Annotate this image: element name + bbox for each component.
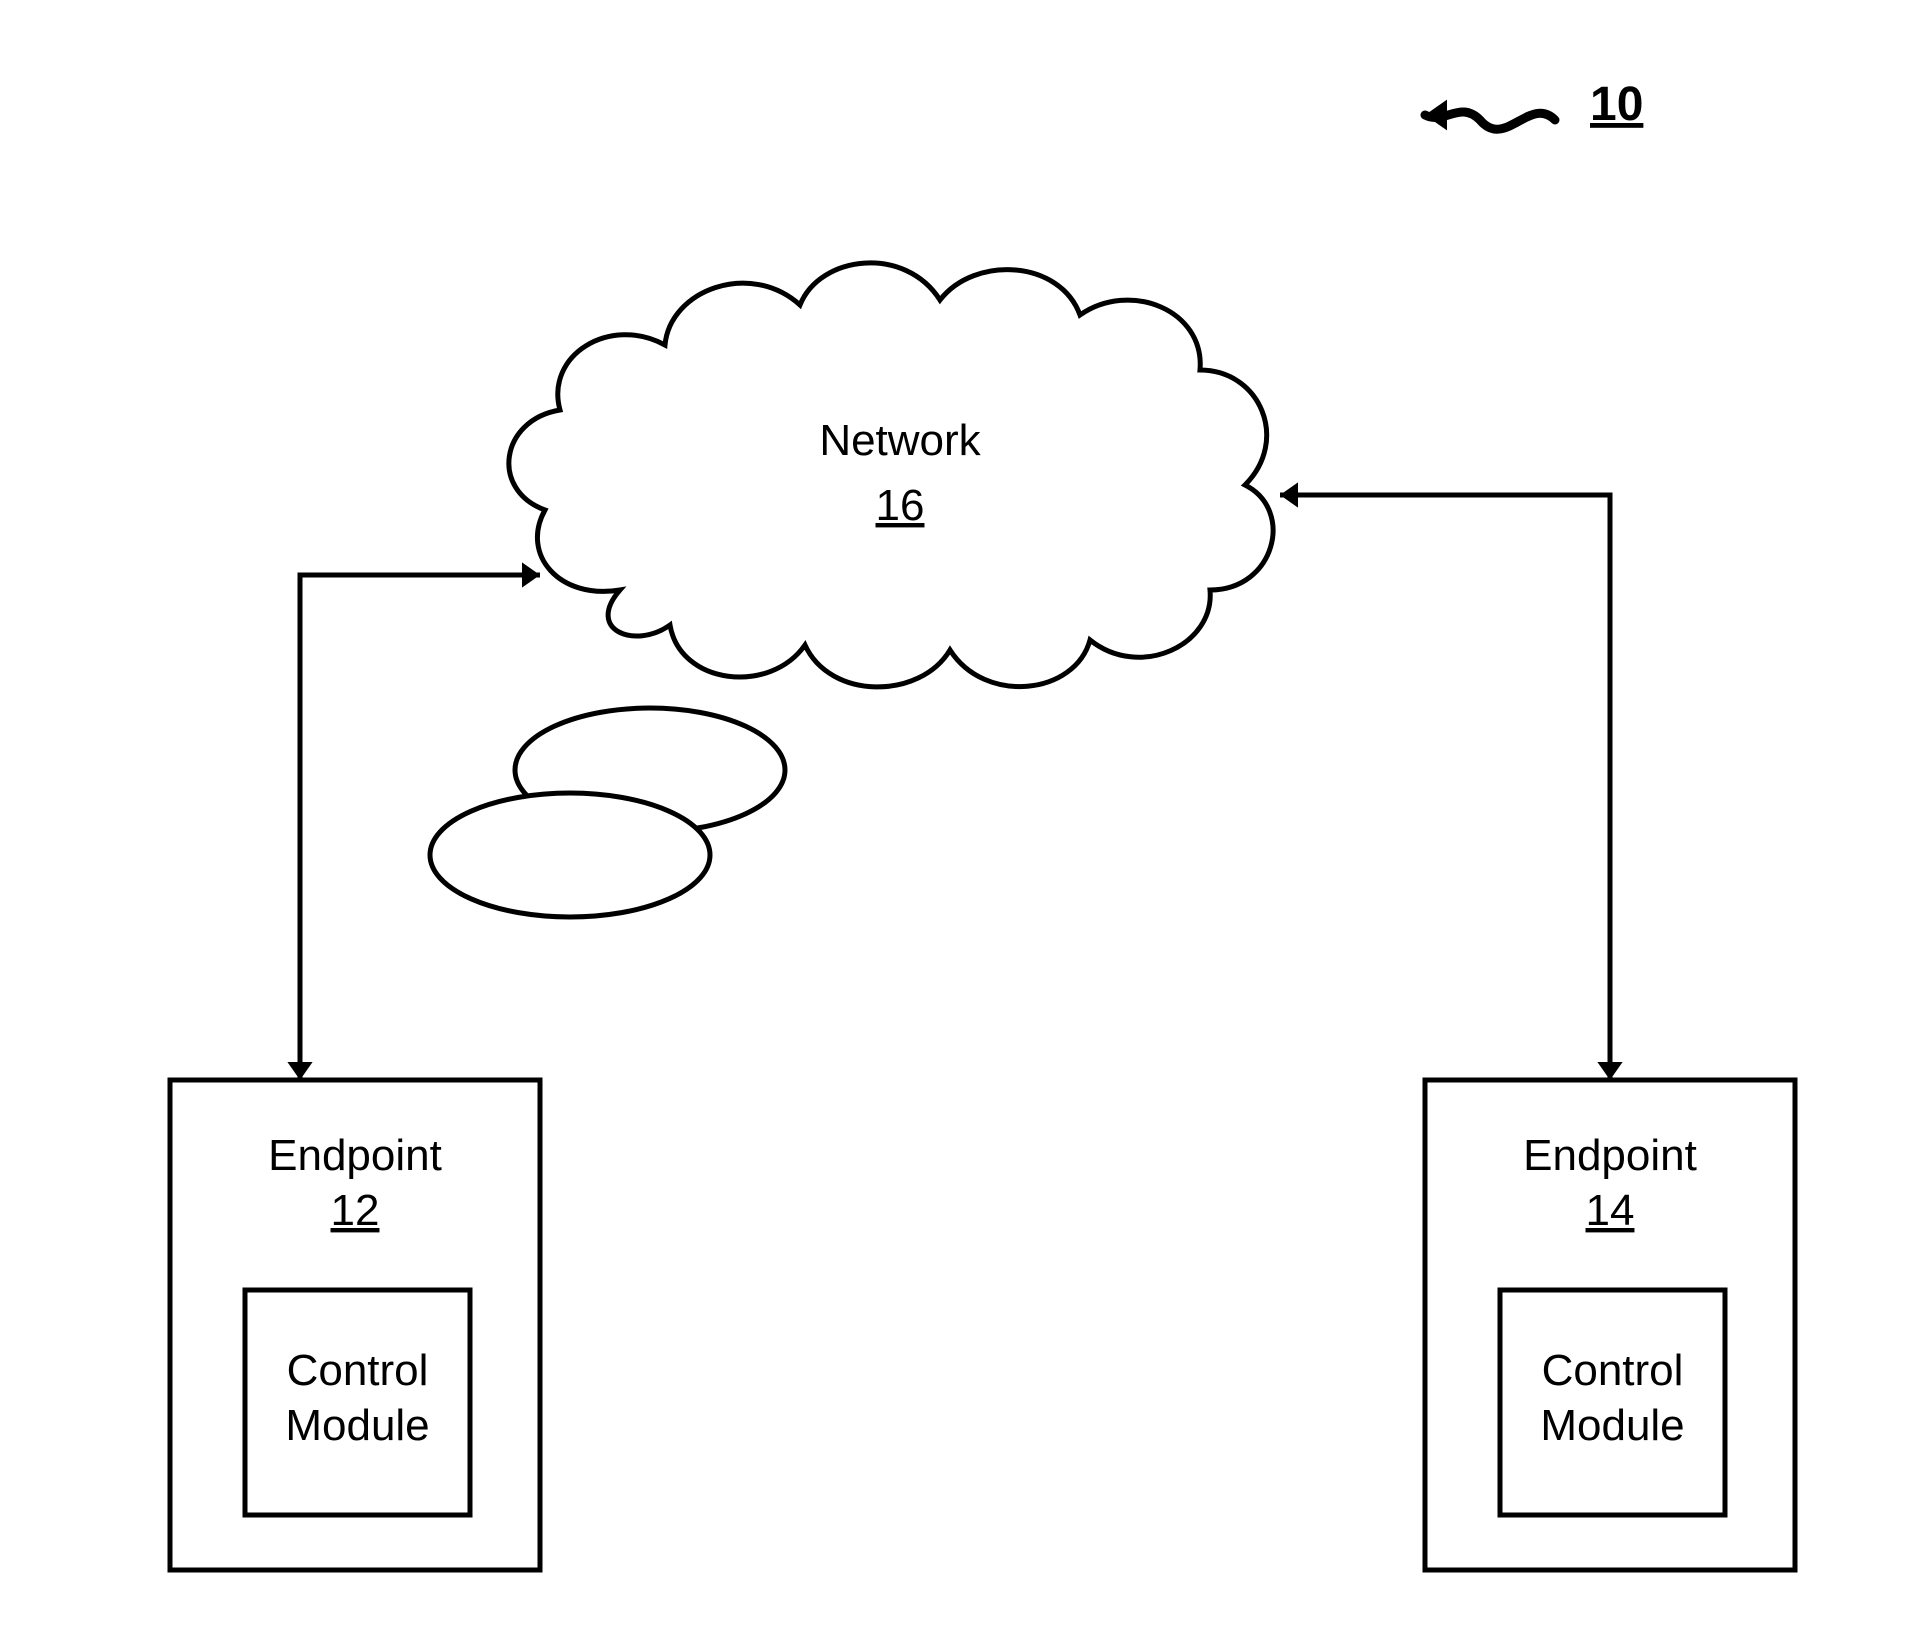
network-ref: 16 (876, 481, 925, 530)
cloud-puff (430, 793, 710, 917)
network-label: Network (819, 416, 981, 465)
endpoint-ref: 12 (331, 1186, 380, 1235)
endpoint-ref: 14 (1586, 1186, 1635, 1235)
endpoint-label: Endpoint (1523, 1131, 1697, 1180)
arrow-head (1280, 482, 1298, 507)
control-module-label: Module (1540, 1401, 1684, 1450)
control-module-label: Control (287, 1346, 429, 1395)
endpoint-label: Endpoint (268, 1131, 442, 1180)
figure-ref-number: 10 (1590, 78, 1643, 131)
connector (1280, 495, 1610, 1080)
arrow-head (1597, 1062, 1622, 1080)
control-module-label: Control (1542, 1346, 1684, 1395)
arrow-head (1425, 100, 1447, 131)
network-cloud (509, 263, 1273, 687)
arrow-head (287, 1062, 312, 1080)
arrow-head (522, 562, 540, 587)
control-module-label: Module (285, 1401, 429, 1450)
